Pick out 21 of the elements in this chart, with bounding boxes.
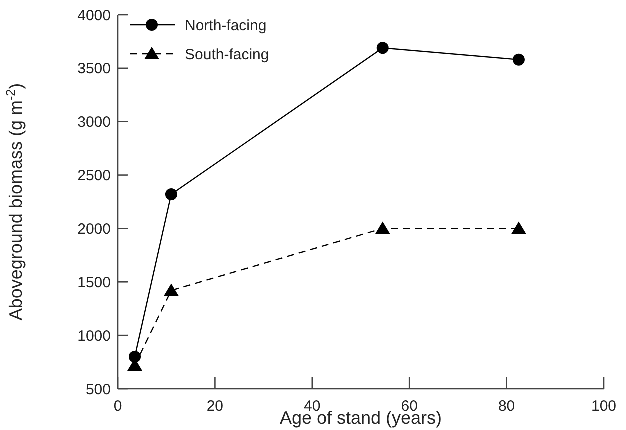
y-tick-label: 500: [86, 381, 111, 398]
y-tick-label: 3500: [78, 60, 111, 78]
point: [512, 54, 525, 66]
point: [511, 222, 526, 234]
x-tick-label: 20: [206, 398, 224, 415]
y-tick-label: 3000: [78, 114, 111, 132]
x-tick-label: 0: [114, 398, 122, 415]
legend-label: South-facing: [185, 46, 270, 64]
x-tick-label: 60: [401, 398, 418, 415]
legend-label: North-facing: [185, 17, 267, 34]
y-tick-label: 1500: [78, 274, 111, 292]
y-tick-label: 2500: [78, 168, 111, 185]
x-tick-label: 100: [591, 398, 617, 415]
x-tick-label: 80: [498, 398, 516, 415]
y-tick-label: 2000: [78, 220, 111, 238]
y-tick-label: 1000: [78, 328, 111, 345]
y-tick-label: 4000: [78, 7, 111, 24]
point: [165, 188, 178, 201]
point: [376, 42, 389, 54]
point: [164, 284, 179, 296]
point: [375, 222, 390, 234]
